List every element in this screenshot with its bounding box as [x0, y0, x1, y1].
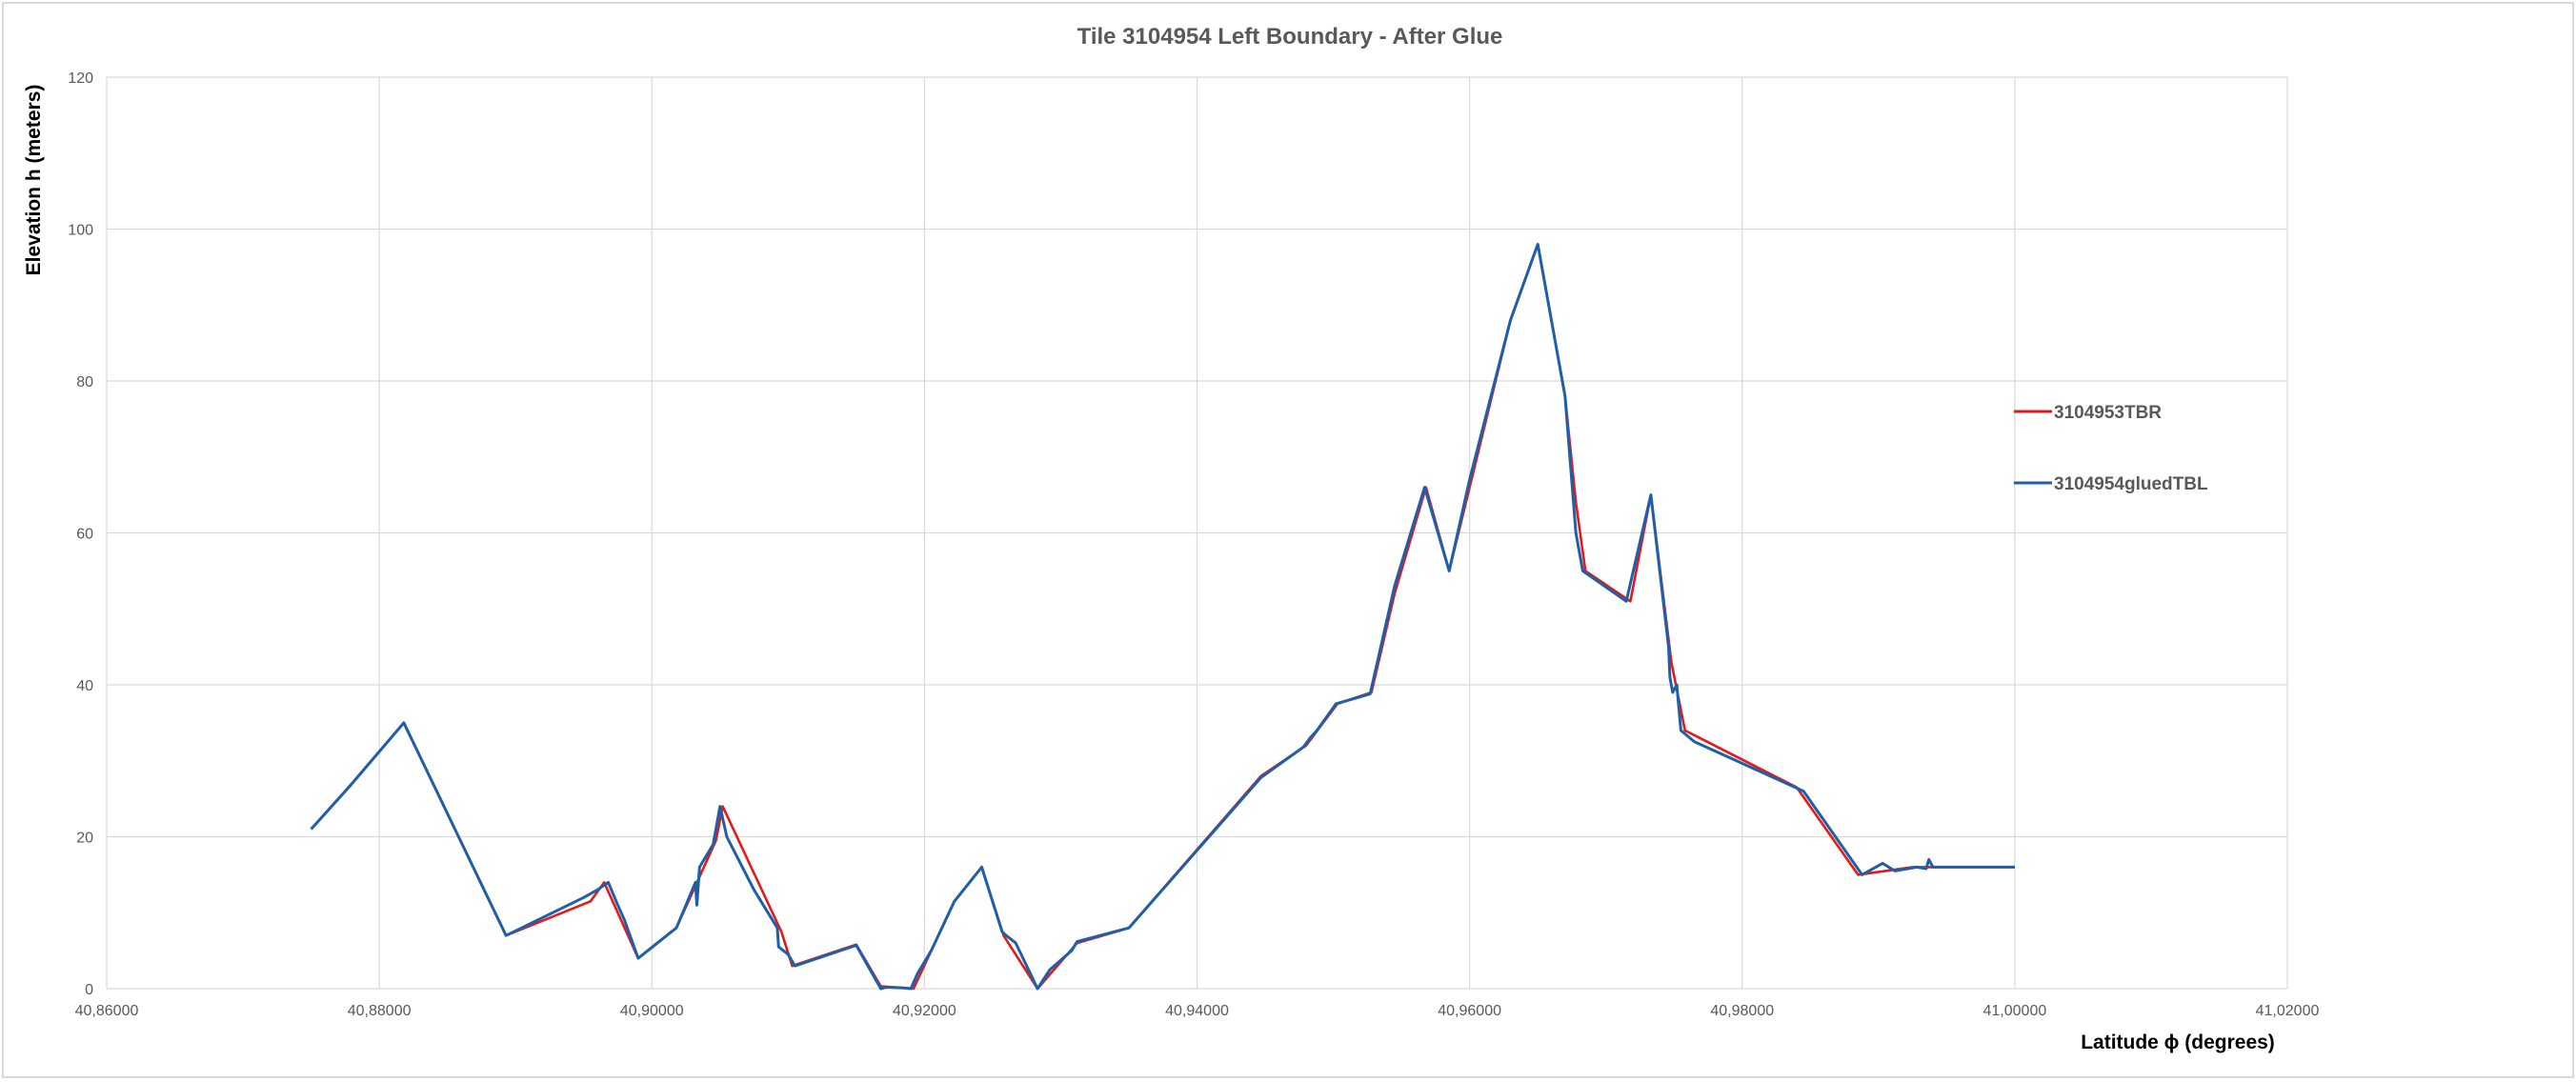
y-tick-label: 40 — [76, 678, 93, 694]
x-tick-label: 41,02000 — [2256, 1003, 2320, 1019]
x-tick-label: 40,86000 — [75, 1003, 139, 1019]
series-line-3104954gluedTBL — [310, 243, 2015, 991]
legend-label-3104954gluedTBL: 3104954gluedTBL — [2054, 474, 2208, 494]
line-chart: Tile 3104954 Left Boundary - After Glue … — [23, 24, 2320, 1053]
series-line-3104953TBR — [310, 243, 2015, 991]
y-axis-title: Elevation h (meters) — [23, 85, 45, 276]
y-tick-label: 0 — [85, 982, 93, 998]
y-tick-label: 20 — [76, 831, 93, 847]
series-lines — [310, 243, 2015, 991]
x-tick-label: 40,90000 — [620, 1003, 684, 1019]
x-axis-ticks: 40,86000 40,88000 40,90000 40,92000 40,94000… — [75, 1003, 2320, 1019]
y-tick-label: 120 — [68, 70, 93, 87]
legend-item-3104953TBR[interactable]: 3104953TBR — [2014, 403, 2162, 423]
y-tick-label: 100 — [68, 223, 93, 239]
legend-label-3104953TBR: 3104953TBR — [2054, 403, 2162, 423]
grid-lines — [106, 76, 2288, 990]
legend-item-3104954gluedTBL[interactable]: 3104954gluedTBL — [2014, 474, 2208, 494]
legend[interactable]: 3104953TBR 3104954gluedTBL — [2014, 403, 2208, 494]
x-axis-title: Latitude ϕ (degrees) — [2081, 1032, 2275, 1053]
x-tick-label: 40,88000 — [348, 1003, 412, 1019]
x-tick-label: 40,94000 — [1165, 1003, 1229, 1019]
chart-title: Tile 3104954 Left Boundary - After Glue — [1077, 24, 1503, 50]
y-axis-ticks: 0 20 40 60 80 100 120 — [68, 70, 93, 998]
y-tick-label: 60 — [76, 527, 93, 543]
y-tick-label: 80 — [76, 374, 93, 391]
x-tick-label: 40,96000 — [1438, 1003, 1501, 1019]
x-tick-label: 40,92000 — [893, 1003, 956, 1019]
x-tick-label: 40,98000 — [1710, 1003, 1774, 1019]
x-tick-label: 41,00000 — [1983, 1003, 2047, 1019]
